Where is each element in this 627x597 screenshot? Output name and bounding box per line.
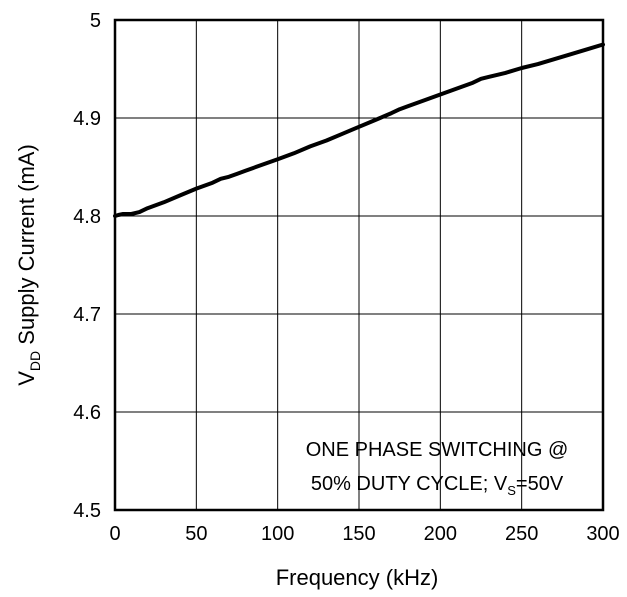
x-tick-label: 300 xyxy=(586,523,619,545)
annotation-line-2-sub: S xyxy=(507,483,516,498)
y-tick-label: 4.8 xyxy=(73,206,101,228)
y-axis-label-rest: Supply Current (mA) xyxy=(14,144,39,351)
x-tick-label: 200 xyxy=(424,523,457,545)
y-axis-ticks: 4.5 4.6 4.7 4.8 4.9 5 xyxy=(73,10,101,522)
x-tick-label: 250 xyxy=(505,523,538,545)
y-tick-label: 4.6 xyxy=(73,402,101,424)
x-axis-ticks: 0 50 100 150 200 250 300 xyxy=(109,523,619,545)
y-tick-label: 5 xyxy=(90,10,101,32)
series-line xyxy=(113,42,605,218)
y-tick-label: 4.7 xyxy=(73,304,101,326)
y-tick-label: 4.5 xyxy=(73,500,101,522)
y-axis-label-sub: DD xyxy=(27,351,43,371)
grid-lines xyxy=(115,20,603,510)
y-tick-label: 4.9 xyxy=(73,108,101,130)
x-tick-label: 0 xyxy=(109,523,120,545)
annotation-line-2-post: =50V xyxy=(516,473,564,495)
annotation-line-1: ONE PHASE SWITCHING @ xyxy=(306,439,569,461)
annotation-box: ONE PHASE SWITCHING @ 50% DUTY CYCLE; VS… xyxy=(306,439,569,498)
annotation-line-2: 50% DUTY CYCLE; VS=50V xyxy=(311,473,564,498)
x-tick-label: 150 xyxy=(342,523,375,545)
x-tick-label: 100 xyxy=(261,523,294,545)
y-axis-label: VDD Supply Current (mA) xyxy=(14,144,43,386)
x-axis-label: Frequency (kHz) xyxy=(276,565,439,590)
plot-area-frame xyxy=(113,18,605,512)
y-axis-label-main: V xyxy=(14,371,39,386)
annotation-line-2-pre: 50% DUTY CYCLE; V xyxy=(311,473,508,495)
x-tick-label: 50 xyxy=(185,523,207,545)
data-layer xyxy=(113,42,605,218)
